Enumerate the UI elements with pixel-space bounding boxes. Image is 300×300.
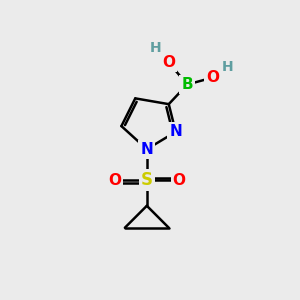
Text: H: H bbox=[150, 40, 162, 55]
Text: N: N bbox=[140, 142, 153, 157]
Text: O: O bbox=[162, 55, 175, 70]
Text: H: H bbox=[222, 60, 233, 74]
Text: O: O bbox=[108, 173, 121, 188]
Text: S: S bbox=[141, 171, 153, 189]
Text: O: O bbox=[173, 173, 186, 188]
Text: N: N bbox=[169, 124, 182, 140]
Text: O: O bbox=[206, 70, 219, 85]
Text: B: B bbox=[182, 77, 193, 92]
